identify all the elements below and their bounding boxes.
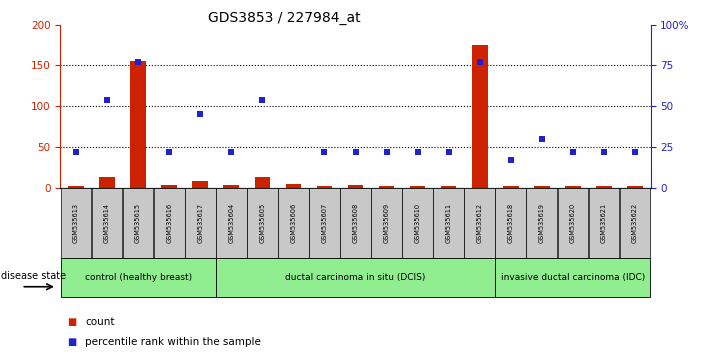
Point <box>443 149 454 155</box>
Bar <box>620 188 651 258</box>
Text: GSM535613: GSM535613 <box>73 203 79 243</box>
Bar <box>161 185 177 188</box>
Point <box>567 149 579 155</box>
Bar <box>60 258 215 297</box>
Bar <box>286 183 301 188</box>
Point <box>412 149 423 155</box>
Bar <box>340 188 371 258</box>
Text: disease state: disease state <box>1 271 67 281</box>
Text: GSM535622: GSM535622 <box>632 203 638 243</box>
Text: GSM535610: GSM535610 <box>415 203 421 243</box>
Point <box>536 136 547 142</box>
Bar <box>496 258 651 297</box>
Bar <box>123 188 154 258</box>
Text: GSM535605: GSM535605 <box>260 203 265 243</box>
Text: GSM535621: GSM535621 <box>601 203 607 243</box>
Point <box>505 157 516 163</box>
Point <box>474 59 486 65</box>
Text: ■: ■ <box>68 317 77 327</box>
Bar <box>185 188 215 258</box>
Point <box>225 149 237 155</box>
Bar <box>441 186 456 188</box>
Point <box>102 97 113 103</box>
Bar <box>402 188 433 258</box>
Bar <box>534 186 550 188</box>
Text: GSM535620: GSM535620 <box>570 203 576 243</box>
Point <box>319 149 330 155</box>
Point <box>132 59 144 65</box>
Bar <box>130 62 146 188</box>
Text: GSM535617: GSM535617 <box>197 203 203 243</box>
Point <box>70 149 82 155</box>
Text: GSM535604: GSM535604 <box>228 203 234 243</box>
Bar <box>589 188 619 258</box>
Text: GSM535611: GSM535611 <box>446 203 451 243</box>
Point <box>288 6 299 11</box>
Text: GSM535612: GSM535612 <box>477 203 483 243</box>
Bar <box>565 186 581 188</box>
Bar <box>371 188 402 258</box>
Text: GSM535609: GSM535609 <box>383 203 390 243</box>
Text: GSM535618: GSM535618 <box>508 203 514 243</box>
Text: GDS3853 / 227984_at: GDS3853 / 227984_at <box>208 11 360 25</box>
Bar <box>557 188 588 258</box>
Text: GSM535614: GSM535614 <box>104 203 110 243</box>
Bar <box>193 181 208 188</box>
Text: invasive ductal carcinoma (IDC): invasive ductal carcinoma (IDC) <box>501 273 645 282</box>
Point <box>195 112 206 117</box>
Bar <box>503 186 518 188</box>
Text: ■: ■ <box>68 337 77 347</box>
Bar <box>379 186 395 188</box>
Bar <box>60 188 91 258</box>
Bar <box>316 186 332 188</box>
Bar <box>216 258 495 297</box>
Bar <box>433 188 464 258</box>
Bar <box>309 188 340 258</box>
Bar <box>597 186 611 188</box>
Bar <box>223 185 239 188</box>
Text: control (healthy breast): control (healthy breast) <box>85 273 192 282</box>
Bar <box>216 188 247 258</box>
Text: GSM535619: GSM535619 <box>539 203 545 243</box>
Bar <box>154 188 185 258</box>
Text: GSM535608: GSM535608 <box>353 203 358 243</box>
Bar <box>348 185 363 188</box>
Point <box>381 149 392 155</box>
Bar <box>255 177 270 188</box>
Text: GSM535607: GSM535607 <box>321 203 328 243</box>
Point <box>350 149 361 155</box>
Bar <box>278 188 309 258</box>
Bar <box>92 188 122 258</box>
Text: GSM535606: GSM535606 <box>290 203 296 243</box>
Point <box>629 149 641 155</box>
Bar <box>496 188 526 258</box>
Bar <box>247 188 278 258</box>
Bar <box>464 188 495 258</box>
Bar <box>526 188 557 258</box>
Point <box>598 149 609 155</box>
Text: GSM535615: GSM535615 <box>135 203 141 243</box>
Point <box>164 149 175 155</box>
Text: ductal carcinoma in situ (DCIS): ductal carcinoma in situ (DCIS) <box>285 273 426 282</box>
Bar <box>100 177 114 188</box>
Text: percentile rank within the sample: percentile rank within the sample <box>85 337 261 347</box>
Bar <box>627 186 643 188</box>
Point <box>257 97 268 103</box>
Text: GSM535616: GSM535616 <box>166 203 172 243</box>
Bar <box>68 186 84 188</box>
Bar <box>410 186 425 188</box>
Bar <box>472 45 488 188</box>
Text: count: count <box>85 317 114 327</box>
